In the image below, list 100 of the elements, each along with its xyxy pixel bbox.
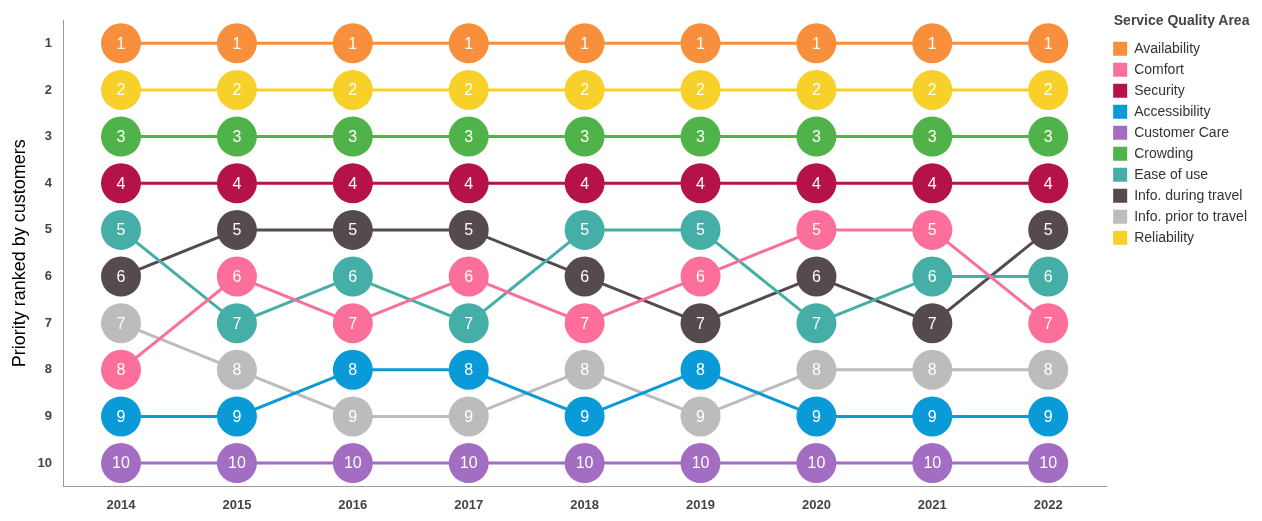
point bbox=[448, 209, 489, 250]
y-tick-label: 10 bbox=[37, 454, 53, 470]
data-label: 1 bbox=[348, 34, 358, 52]
data-label: 1 bbox=[580, 34, 590, 52]
point bbox=[912, 69, 953, 110]
data-label: 10 bbox=[575, 454, 594, 472]
data-label: 3 bbox=[580, 128, 590, 146]
data-label: 1 bbox=[927, 34, 937, 52]
y-tick-label: 3 bbox=[44, 128, 53, 144]
y-tick-label: 4 bbox=[44, 174, 53, 190]
data-label: 7 bbox=[696, 314, 706, 332]
data-label: 6 bbox=[580, 267, 590, 285]
point bbox=[101, 163, 142, 204]
point bbox=[912, 116, 953, 157]
point bbox=[912, 209, 953, 250]
data-label: 5 bbox=[811, 221, 821, 239]
point bbox=[448, 163, 489, 204]
data-label: 2 bbox=[811, 81, 821, 99]
data-label: 3 bbox=[1043, 128, 1053, 146]
data-label: 3 bbox=[696, 128, 706, 146]
point bbox=[448, 69, 489, 110]
data-label: 3 bbox=[927, 128, 937, 146]
data-label: 10 bbox=[1039, 454, 1058, 472]
data-label: 9 bbox=[927, 407, 937, 425]
point bbox=[101, 209, 142, 250]
point bbox=[216, 23, 257, 64]
point bbox=[448, 116, 489, 157]
data-label: 8 bbox=[232, 361, 242, 379]
x-tick-label: 2020 bbox=[801, 496, 831, 512]
data-label: 7 bbox=[580, 314, 590, 332]
data-label: 4 bbox=[1043, 174, 1053, 192]
data-label: 4 bbox=[811, 174, 821, 192]
point bbox=[564, 209, 605, 250]
y-tick-label: 6 bbox=[44, 268, 53, 284]
point bbox=[564, 303, 605, 344]
point bbox=[796, 116, 837, 157]
point bbox=[332, 256, 373, 297]
data-label: 5 bbox=[927, 221, 937, 239]
point bbox=[448, 23, 489, 64]
point bbox=[1028, 209, 1069, 250]
data-label: 8 bbox=[348, 361, 358, 379]
data-label: 7 bbox=[464, 314, 474, 332]
point bbox=[680, 349, 721, 390]
data-label: 6 bbox=[464, 267, 474, 285]
y-tick-label: 1 bbox=[44, 34, 53, 50]
point bbox=[332, 349, 373, 390]
data-label: 4 bbox=[580, 174, 590, 192]
data-label: 7 bbox=[232, 314, 242, 332]
point bbox=[1028, 396, 1069, 437]
data-label: 3 bbox=[464, 128, 474, 146]
point bbox=[680, 303, 721, 344]
data-label: 6 bbox=[116, 267, 126, 285]
data-label: 2 bbox=[927, 81, 937, 99]
data-label: 10 bbox=[112, 454, 131, 472]
point bbox=[680, 116, 721, 157]
point bbox=[332, 116, 373, 157]
point bbox=[912, 349, 953, 390]
data-label: 1 bbox=[1043, 34, 1053, 52]
data-label: 1 bbox=[232, 34, 242, 52]
data-label: 4 bbox=[696, 174, 706, 192]
data-label: 10 bbox=[459, 454, 478, 472]
data-label: 5 bbox=[116, 221, 126, 239]
legend-label: Security bbox=[1134, 81, 1185, 98]
legend-label: Accessibility bbox=[1134, 102, 1211, 119]
point bbox=[101, 396, 142, 437]
data-label: 2 bbox=[116, 81, 126, 99]
point bbox=[1028, 116, 1069, 157]
y-tick-label: 8 bbox=[44, 361, 53, 377]
point bbox=[101, 256, 142, 297]
data-label: 10 bbox=[691, 454, 710, 472]
point bbox=[680, 256, 721, 297]
point bbox=[101, 349, 142, 390]
point bbox=[564, 116, 605, 157]
data-label: 2 bbox=[580, 81, 590, 99]
x-tick-label: 2018 bbox=[570, 496, 600, 512]
legend-label: Reliability bbox=[1134, 228, 1195, 245]
point bbox=[1028, 23, 1069, 64]
data-label: 9 bbox=[348, 407, 358, 425]
data-label: 4 bbox=[116, 174, 126, 192]
point bbox=[796, 256, 837, 297]
point bbox=[1028, 303, 1069, 344]
data-label: 8 bbox=[580, 361, 590, 379]
data-label: 9 bbox=[580, 407, 590, 425]
point bbox=[332, 303, 373, 344]
point bbox=[1028, 256, 1069, 297]
point bbox=[216, 256, 257, 297]
x-tick-label: 2016 bbox=[338, 496, 368, 512]
data-label: 2 bbox=[1043, 81, 1053, 99]
point bbox=[796, 349, 837, 390]
point bbox=[796, 23, 837, 64]
data-label: 1 bbox=[464, 34, 474, 52]
data-label: 9 bbox=[464, 407, 474, 425]
point bbox=[680, 163, 721, 204]
point bbox=[448, 256, 489, 297]
point bbox=[564, 23, 605, 64]
y-axis-title: Priority ranked by customers bbox=[8, 139, 29, 368]
point bbox=[912, 256, 953, 297]
y-tick-label: 2 bbox=[44, 81, 53, 97]
point bbox=[680, 209, 721, 250]
point bbox=[448, 303, 489, 344]
